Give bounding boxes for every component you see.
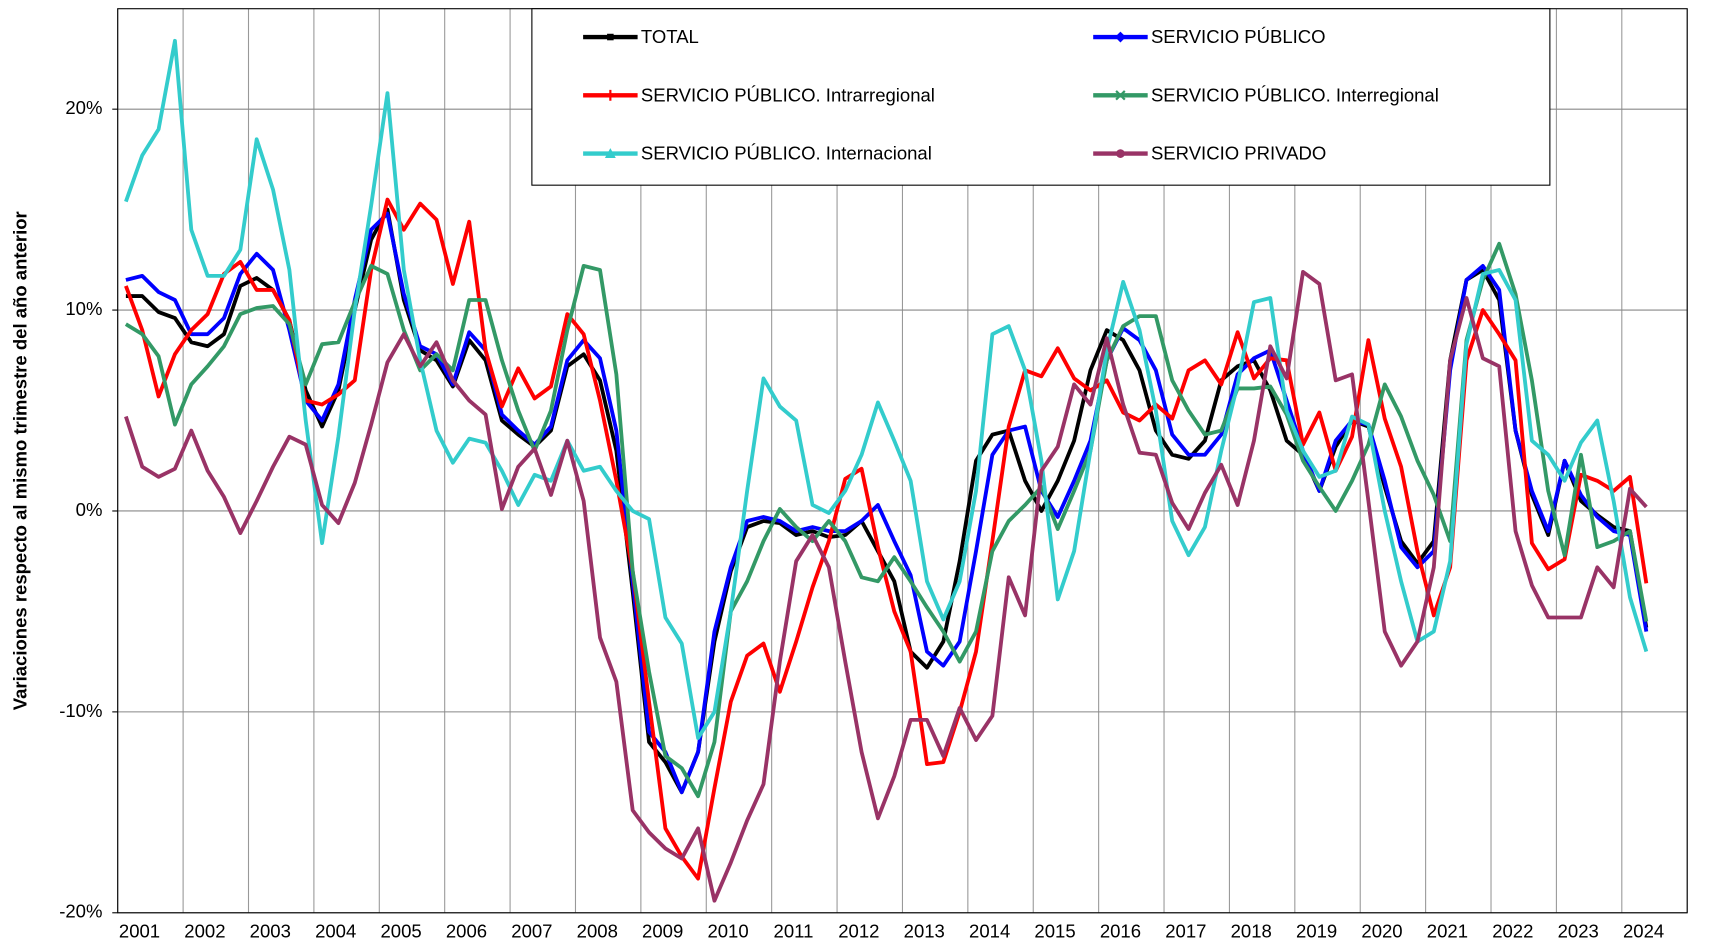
legend-marker [1115, 90, 1126, 101]
legend-marker [607, 33, 614, 41]
legend-label: SERVICIO PÚBLICO [1151, 26, 1326, 47]
x-tick-label: 2008 [577, 920, 618, 941]
x-tick-label: 2012 [838, 920, 879, 941]
x-tick-label: 2023 [1558, 920, 1599, 941]
x-tick-label: 2005 [380, 920, 421, 941]
series-line [124, 38, 1649, 740]
legend-label: SERVICIO PÚBLICO. Intrarregional [641, 84, 935, 105]
legend-label: SERVICIO PÚBLICO. Interregional [1151, 84, 1439, 105]
legend-label: TOTAL [641, 26, 699, 47]
x-tick-label: 2020 [1361, 920, 1402, 941]
x-tick-label: 2013 [904, 920, 945, 941]
legend-marker [604, 89, 616, 101]
x-tick-label: 2011 [774, 920, 814, 941]
x-tick-label: 2017 [1165, 920, 1206, 941]
x-tick-label: 2018 [1231, 920, 1272, 941]
series-line [125, 211, 1649, 795]
y-tick-label: 10% [65, 298, 102, 319]
x-tick-label: 2001 [119, 920, 160, 941]
legend-marker [604, 148, 616, 158]
legend-box [531, 8, 1551, 186]
series-line [124, 241, 1649, 799]
legend: TOTAL SERVICIO PÚBLICO SERVICIO PÚBLICO. I… [531, 8, 1551, 186]
legend-marker [1116, 149, 1125, 158]
x-tick-label: 2009 [642, 920, 683, 941]
x-tick-label: 2021 [1427, 920, 1468, 941]
legend-label: SERVICIO PRIVADO [1151, 143, 1326, 164]
x-tick-label: 2016 [1100, 920, 1141, 941]
y-axis-title: Variaciones respecto al mismo trimestre … [10, 211, 31, 710]
x-tick-label: 2022 [1492, 920, 1533, 941]
y-tick-label: 0% [76, 499, 103, 520]
x-tick-label: 2014 [969, 920, 1010, 941]
y-tick-label: 20% [65, 97, 102, 118]
x-tick-label: 2024 [1623, 920, 1664, 941]
series-line [124, 269, 1648, 903]
legend-label: SERVICIO PÚBLICO. Internacional [641, 143, 932, 164]
x-tick-label: 2006 [446, 920, 487, 941]
x-tick-label: 2004 [315, 920, 356, 941]
x-tick-label: 2002 [184, 920, 225, 941]
x-tick-label: 2019 [1296, 920, 1337, 941]
x-tick-label: 2003 [250, 920, 291, 941]
y-tick-label: -20% [59, 901, 102, 922]
y-tick-label: -10% [59, 700, 102, 721]
series-line [124, 197, 1649, 881]
x-tick-label: 2010 [707, 920, 748, 941]
x-tick-label: 2015 [1034, 920, 1075, 941]
x-tick-label: 2007 [511, 920, 552, 941]
